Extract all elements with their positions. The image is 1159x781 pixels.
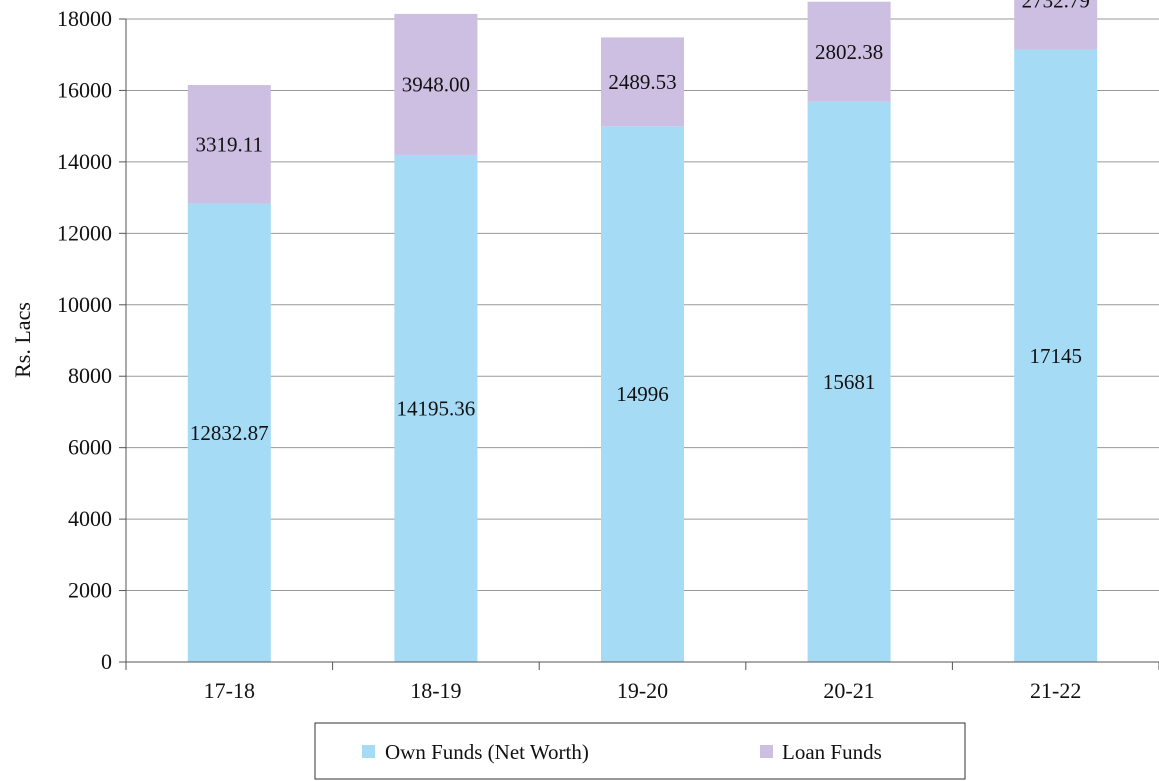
bar-own-funds [601,126,684,662]
bar-own-funds [187,203,271,662]
data-label-own-funds: 14996 [616,382,669,406]
bars [187,0,1098,663]
data-label-loan-funds: 3319.11 [196,132,263,156]
y-tick-label: 6000 [68,435,112,460]
bar-loan-funds [187,85,271,204]
axes: 0 2000 4000 6000 8000 10000 12000 14000 16000 180… [57,6,1159,703]
data-label-loan-funds: 3948.00 [402,72,470,96]
x-category-label: 19-20 [617,678,668,703]
y-tick-label: 10000 [57,292,112,317]
bar-loan-funds [807,1,891,102]
legend-label-loan-funds: Loan Funds [782,740,882,764]
y-tick-label: 18000 [57,6,112,31]
y-tick-label: 12000 [57,220,112,245]
y-axis-title: Rs. Lacs [10,302,35,378]
y-tick-label: 2000 [68,578,112,603]
bar-own-funds [1014,49,1098,663]
y-tick-label: 8000 [68,363,112,388]
data-label-own-funds: 14195.36 [397,396,476,420]
y-tick-label: 16000 [57,77,112,102]
data-label-own-funds: 15681 [823,370,876,394]
legend: Own Funds (Net Worth) Loan Funds [314,722,966,780]
bar-loan-funds [394,13,478,155]
data-labels: 12832.87 3319.11 14195.36 3948.00 14996 2489.… [190,0,1090,445]
bar-loan-funds [1014,0,1098,50]
legend-label-own-funds: Own Funds (Net Worth) [385,740,589,764]
bar-own-funds [807,101,891,662]
bar-own-funds [394,154,478,662]
data-label-loan-funds: 2802.38 [815,40,883,64]
x-category-label: 20-21 [823,678,874,703]
x-category-label: 18-19 [410,678,461,703]
x-category-label: 17-18 [204,678,255,703]
x-category-label: 21-22 [1030,678,1081,703]
y-tick-label: 4000 [68,506,112,531]
data-label-loan-funds: 2489.53 [608,70,676,94]
data-label-own-funds: 17145 [1029,344,1082,368]
y-tick-label: 14000 [57,149,112,174]
data-label-own-funds: 12832.87 [190,421,269,445]
data-label-loan-funds: 2732.79 [1022,0,1090,13]
legend-swatch-loan-funds [760,745,773,758]
legend-swatch-own-funds [362,745,375,758]
legend-frame [314,722,966,780]
bar-loan-funds [601,37,684,127]
y-tick-label: 0 [101,649,112,674]
